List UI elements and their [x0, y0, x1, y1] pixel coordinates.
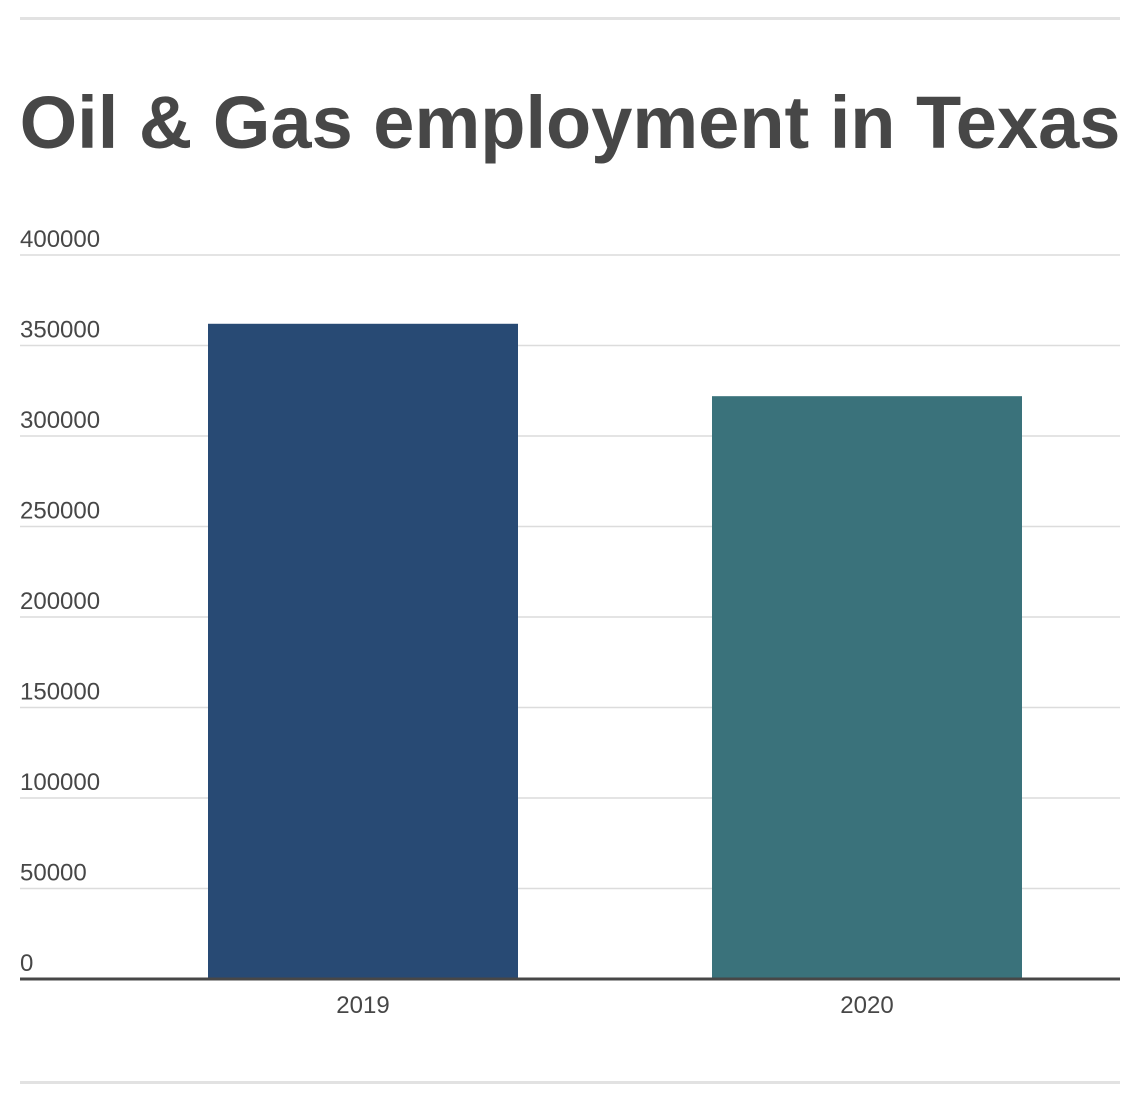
y-tick-label: 100000	[20, 769, 100, 796]
y-tick-label: 0	[20, 950, 33, 977]
y-tick-label: 400000	[20, 226, 100, 253]
y-axis-tick-labels: 0 50000 100000 150000 200000 250000 300000 3500…	[20, 226, 100, 977]
x-tick-label: 2020	[840, 992, 893, 1019]
y-tick-label: 50000	[20, 860, 87, 887]
bottom-divider	[20, 1081, 1120, 1084]
chart-title: Oil & Gas employment in Texas	[19, 81, 1121, 164]
y-tick-label: 200000	[20, 588, 100, 615]
y-tick-label: 250000	[20, 498, 100, 525]
bars	[208, 323, 1022, 979]
y-tick-label: 300000	[20, 407, 100, 434]
x-axis-tick-labels: 2019 2020	[336, 992, 893, 1019]
top-divider	[20, 17, 1120, 20]
bar-2020	[712, 396, 1022, 979]
x-tick-label: 2019	[336, 992, 389, 1019]
y-tick-label: 150000	[20, 679, 100, 706]
bar-2019	[208, 323, 518, 979]
y-tick-label: 350000	[20, 317, 100, 344]
